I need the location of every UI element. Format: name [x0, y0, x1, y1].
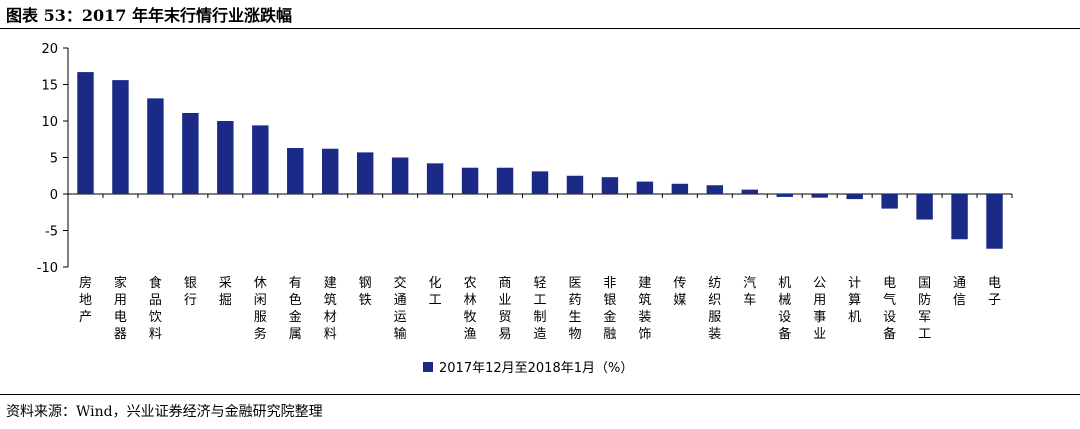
y-tick-label: 20	[41, 42, 58, 57]
category-label: 采掘	[219, 276, 232, 308]
category-label: 有色金属	[289, 276, 302, 342]
bar	[77, 72, 94, 194]
category-label: 农林牧渔	[464, 276, 477, 342]
legend-label: 2017年12月至2018年1月（%）	[439, 361, 633, 376]
category-label: 建筑装饰	[638, 276, 651, 342]
category-label: 化工	[429, 276, 442, 308]
y-tick-label: 15	[41, 79, 58, 94]
bar	[147, 98, 164, 194]
chart-legend: 2017年12月至2018年1月（%）	[423, 361, 633, 376]
title-divider	[0, 28, 1080, 29]
y-tick-label: 0	[50, 188, 58, 203]
bar	[741, 189, 758, 194]
category-label: 汽车	[743, 276, 756, 308]
footer-divider	[0, 394, 1080, 395]
bar	[986, 194, 1003, 249]
bar	[496, 167, 514, 194]
category-label: 纺织服装	[708, 276, 721, 342]
bar	[426, 163, 444, 194]
bar	[636, 181, 654, 194]
category-label: 休闲服务	[254, 276, 267, 342]
bar	[252, 125, 269, 194]
category-label: 银行	[184, 276, 197, 308]
bar	[601, 177, 619, 194]
category-label: 家用电器	[114, 275, 127, 342]
category-label: 通信	[953, 276, 966, 308]
bar	[566, 175, 584, 194]
y-tick-label: -10	[37, 261, 58, 276]
category-label: 轻工制造	[533, 276, 546, 342]
bar	[217, 121, 234, 194]
bar	[531, 171, 549, 194]
category-label: 建筑材料	[324, 276, 337, 342]
bar	[671, 183, 689, 194]
y-tick-label: 5	[50, 152, 58, 167]
category-label: 食品饮料	[149, 275, 162, 342]
chart-axes	[63, 47, 1013, 268]
chart-bars	[77, 72, 1003, 249]
bar	[182, 112, 199, 194]
bar	[846, 194, 863, 200]
category-label: 交通运输	[394, 275, 407, 342]
bar	[811, 194, 828, 198]
category-label: 非银金融	[603, 276, 616, 342]
bar	[776, 194, 793, 197]
bar	[112, 80, 129, 194]
category-label: 房地产	[79, 275, 92, 325]
bar	[461, 167, 479, 194]
y-tick-label: 10	[41, 115, 58, 130]
y-tick-labels: 20 15 10 5 0 -5 -10	[37, 42, 58, 276]
bar	[706, 185, 724, 194]
bar	[322, 148, 339, 194]
bar	[287, 148, 304, 194]
category-label: 国防军工	[918, 276, 931, 342]
legend-swatch	[423, 362, 433, 372]
category-label: 计算机	[848, 276, 861, 325]
category-label: 钢铁	[359, 276, 372, 308]
bar	[881, 194, 898, 209]
chart-title: 图表 53：2017 年年末行情行业涨跌幅	[6, 6, 292, 25]
category-label: 电子	[988, 276, 1001, 308]
bar	[356, 152, 374, 194]
source-note: 资料来源：Wind，兴业证券经济与金融研究院整理	[6, 404, 323, 420]
category-label: 机械设备	[778, 276, 791, 342]
category-label: 传媒	[673, 276, 686, 308]
bar	[916, 194, 933, 220]
category-label: 商业贸易	[499, 276, 512, 342]
bar	[391, 157, 409, 194]
y-tick-label: -5	[45, 225, 58, 240]
category-label: 电气设备	[883, 276, 896, 342]
bar	[951, 194, 968, 240]
category-label: 公用事业	[813, 276, 826, 342]
category-label: 医药生物	[568, 276, 581, 342]
